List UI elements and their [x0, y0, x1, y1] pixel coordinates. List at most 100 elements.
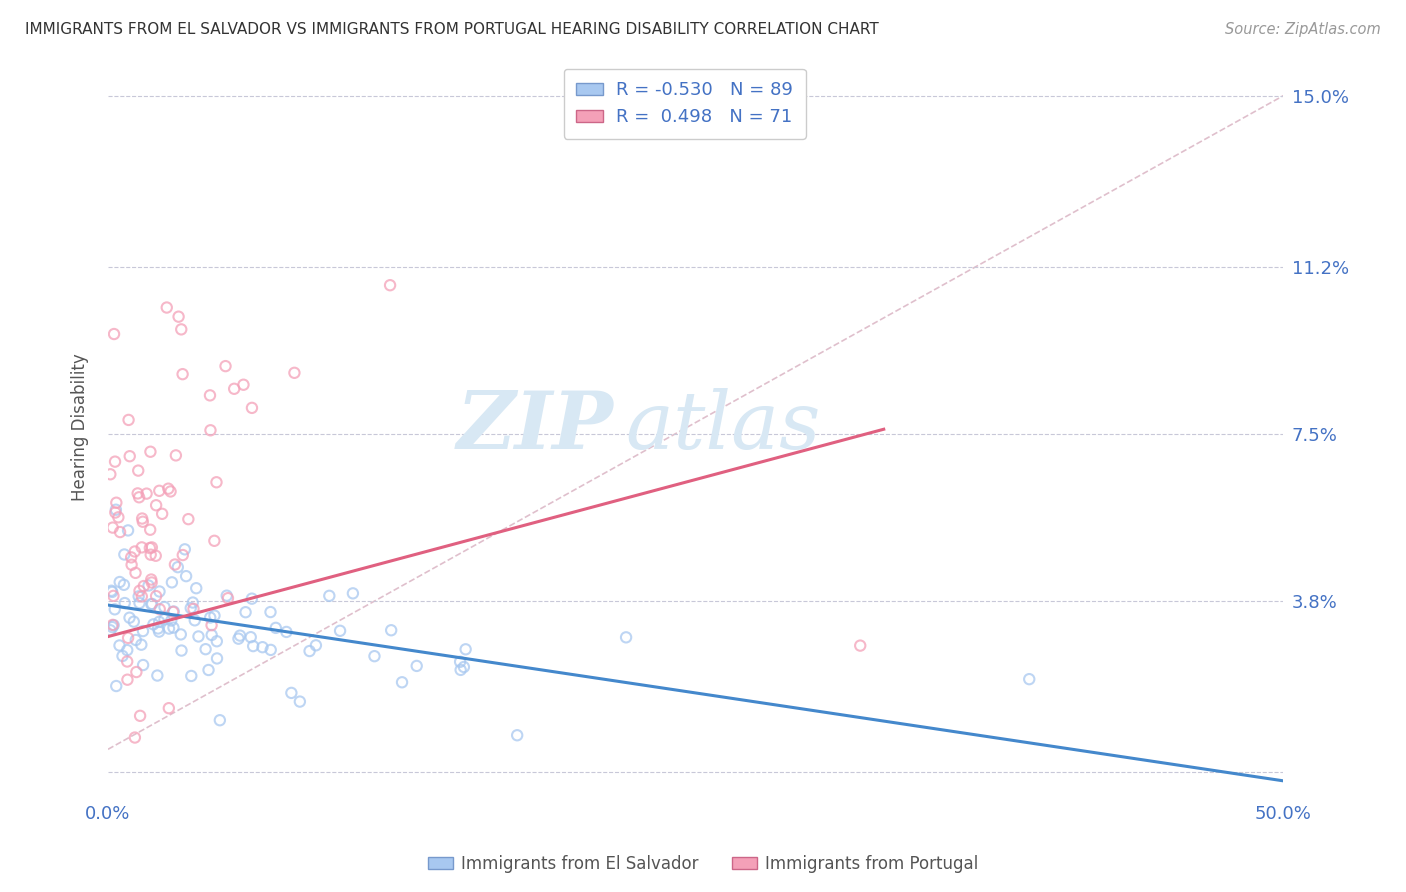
Point	[101, 520, 124, 534]
Point	[153, 612, 176, 626]
Point	[148, 584, 170, 599]
Point	[205, 475, 228, 490]
Point	[450, 663, 472, 677]
Point	[108, 639, 131, 653]
Point	[105, 496, 128, 510]
Point	[180, 601, 202, 615]
Point	[232, 377, 254, 392]
Point	[115, 643, 138, 657]
Point	[145, 589, 167, 603]
Point	[148, 624, 170, 639]
Point	[224, 382, 246, 396]
Point	[112, 548, 135, 562]
Point	[141, 575, 163, 590]
Point	[200, 610, 222, 624]
Point	[329, 624, 352, 638]
Point	[139, 548, 162, 562]
Point	[162, 621, 184, 635]
Point	[506, 728, 529, 742]
Point	[242, 639, 264, 653]
Point	[142, 617, 165, 632]
Point	[180, 669, 202, 683]
Point	[186, 581, 208, 595]
Point	[170, 322, 193, 336]
Point	[173, 542, 195, 557]
Point	[153, 600, 176, 615]
Point	[177, 512, 200, 526]
Point	[139, 541, 162, 555]
Point	[318, 589, 340, 603]
Point	[391, 675, 413, 690]
Legend: R = -0.530   N = 89, R =  0.498   N = 71: R = -0.530 N = 89, R = 0.498 N = 71	[564, 69, 806, 139]
Point	[259, 605, 281, 619]
Point	[214, 359, 236, 373]
Point	[162, 605, 184, 619]
Point	[127, 486, 149, 500]
Point	[103, 589, 125, 603]
Point	[132, 579, 155, 593]
Point	[117, 524, 139, 538]
Point	[145, 549, 167, 563]
Point	[217, 591, 239, 606]
Point	[229, 629, 252, 643]
Point	[202, 533, 225, 548]
Point	[117, 413, 139, 427]
Point	[194, 642, 217, 657]
Point	[380, 624, 402, 638]
Point	[240, 591, 263, 606]
Point	[252, 640, 274, 655]
Point	[200, 423, 222, 437]
Point	[172, 367, 194, 381]
Point	[198, 388, 221, 402]
Point	[200, 618, 222, 632]
Point	[101, 585, 124, 599]
Point	[614, 630, 637, 644]
Point	[378, 278, 401, 293]
Point	[239, 630, 262, 644]
Point	[132, 515, 155, 529]
Point	[101, 618, 124, 632]
Point	[205, 634, 228, 648]
Point	[215, 589, 238, 603]
Point	[128, 596, 150, 610]
Point	[100, 583, 122, 598]
Point	[135, 486, 157, 500]
Point	[260, 643, 283, 657]
Point	[157, 622, 180, 636]
Point	[124, 544, 146, 558]
Point	[449, 655, 471, 669]
Point	[146, 622, 169, 636]
Point	[165, 449, 187, 463]
Point	[139, 523, 162, 537]
Point	[141, 597, 163, 611]
Point	[131, 638, 153, 652]
Point	[131, 541, 153, 555]
Point	[305, 638, 328, 652]
Point	[118, 449, 141, 463]
Point	[108, 574, 131, 589]
Point	[121, 558, 143, 572]
Point	[197, 663, 219, 677]
Point	[174, 569, 197, 583]
Point	[363, 649, 385, 664]
Point	[280, 686, 302, 700]
Point	[288, 695, 311, 709]
Point	[131, 511, 153, 525]
Point	[124, 566, 146, 580]
Point	[264, 621, 287, 635]
Point	[156, 301, 179, 315]
Point	[101, 620, 124, 634]
Point	[159, 484, 181, 499]
Point	[112, 578, 135, 592]
Point	[148, 483, 170, 498]
Point	[124, 731, 146, 745]
Point	[132, 624, 155, 638]
Point	[298, 644, 321, 658]
Point	[342, 586, 364, 600]
Point	[103, 326, 125, 341]
Point	[170, 627, 193, 641]
Point	[104, 506, 127, 520]
Point	[172, 548, 194, 562]
Point	[170, 643, 193, 657]
Point	[201, 628, 224, 642]
